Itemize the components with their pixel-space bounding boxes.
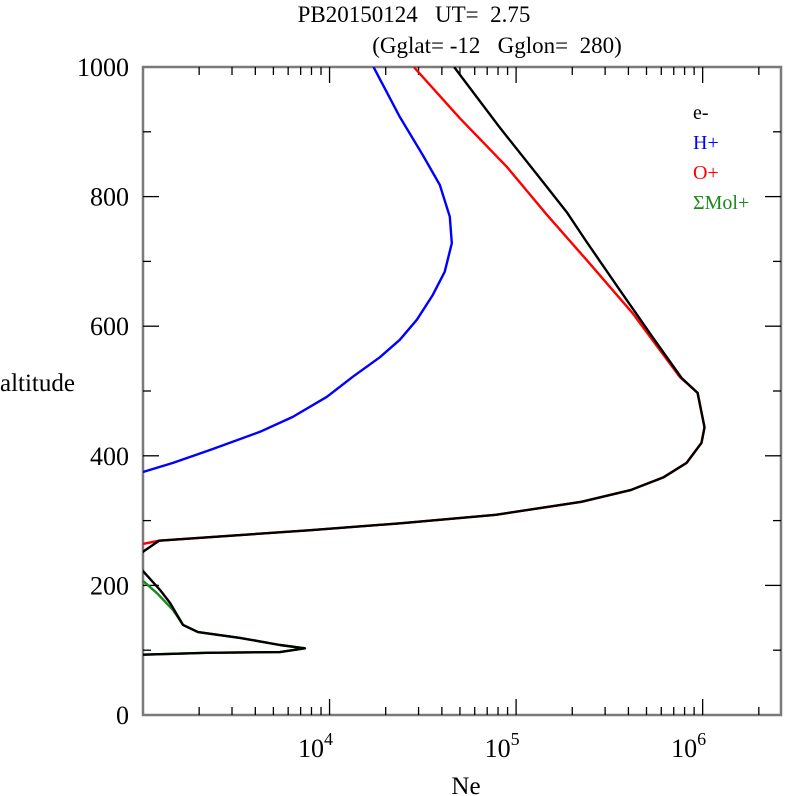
legend-entry-hydrogen-ion: H+ — [693, 132, 719, 154]
y-tick-label: 200 — [90, 571, 129, 600]
y-tick-label: 600 — [90, 312, 129, 341]
y-tick-label: 0 — [116, 701, 129, 730]
x-tick-label-exponent: 4 — [324, 729, 333, 749]
axis-ticks — [143, 67, 781, 715]
chart-subtitle: (Gglat= -12 Gglon= 280) — [372, 33, 622, 58]
y-axis-label: altitude — [0, 370, 75, 397]
legend-entry-electron: e- — [693, 102, 709, 124]
x-tick-label-exponent: 6 — [697, 729, 706, 749]
x-tick-label-exponent: 5 — [511, 729, 520, 749]
x-tick-labels: 104 105 106 — [298, 729, 706, 763]
y-tick-labels: 0 200 400 600 800 1000 — [77, 53, 129, 730]
chart-title: PB20150124 UT= 2.75 — [298, 2, 531, 27]
x-tick-label: 106 — [671, 729, 706, 763]
plot-frame — [141, 65, 783, 717]
series-line-ΣMol+ — [143, 579, 307, 656]
x-tick-label-base: 10 — [298, 734, 324, 763]
legend-entry-molecular-ions: ΣMol+ — [693, 192, 749, 214]
y-tick-label: 800 — [90, 183, 129, 212]
y-tick-label: 400 — [90, 442, 129, 471]
y-tick-label: 1000 — [77, 53, 129, 82]
x-tick-label-base: 10 — [485, 734, 511, 763]
legend-entry-oxygen-ion: O+ — [693, 162, 719, 184]
series-line-e- — [143, 67, 706, 656]
x-tick-label: 105 — [485, 729, 520, 763]
x-axis-label: Ne — [451, 773, 480, 796]
legend: e- H+ O+ ΣMol+ — [693, 102, 749, 214]
x-tick-label-base: 10 — [671, 734, 697, 763]
series-line-H+ — [143, 67, 453, 474]
series-lines — [143, 67, 706, 656]
series-line-O+ — [143, 67, 706, 546]
x-tick-label: 104 — [298, 729, 333, 763]
